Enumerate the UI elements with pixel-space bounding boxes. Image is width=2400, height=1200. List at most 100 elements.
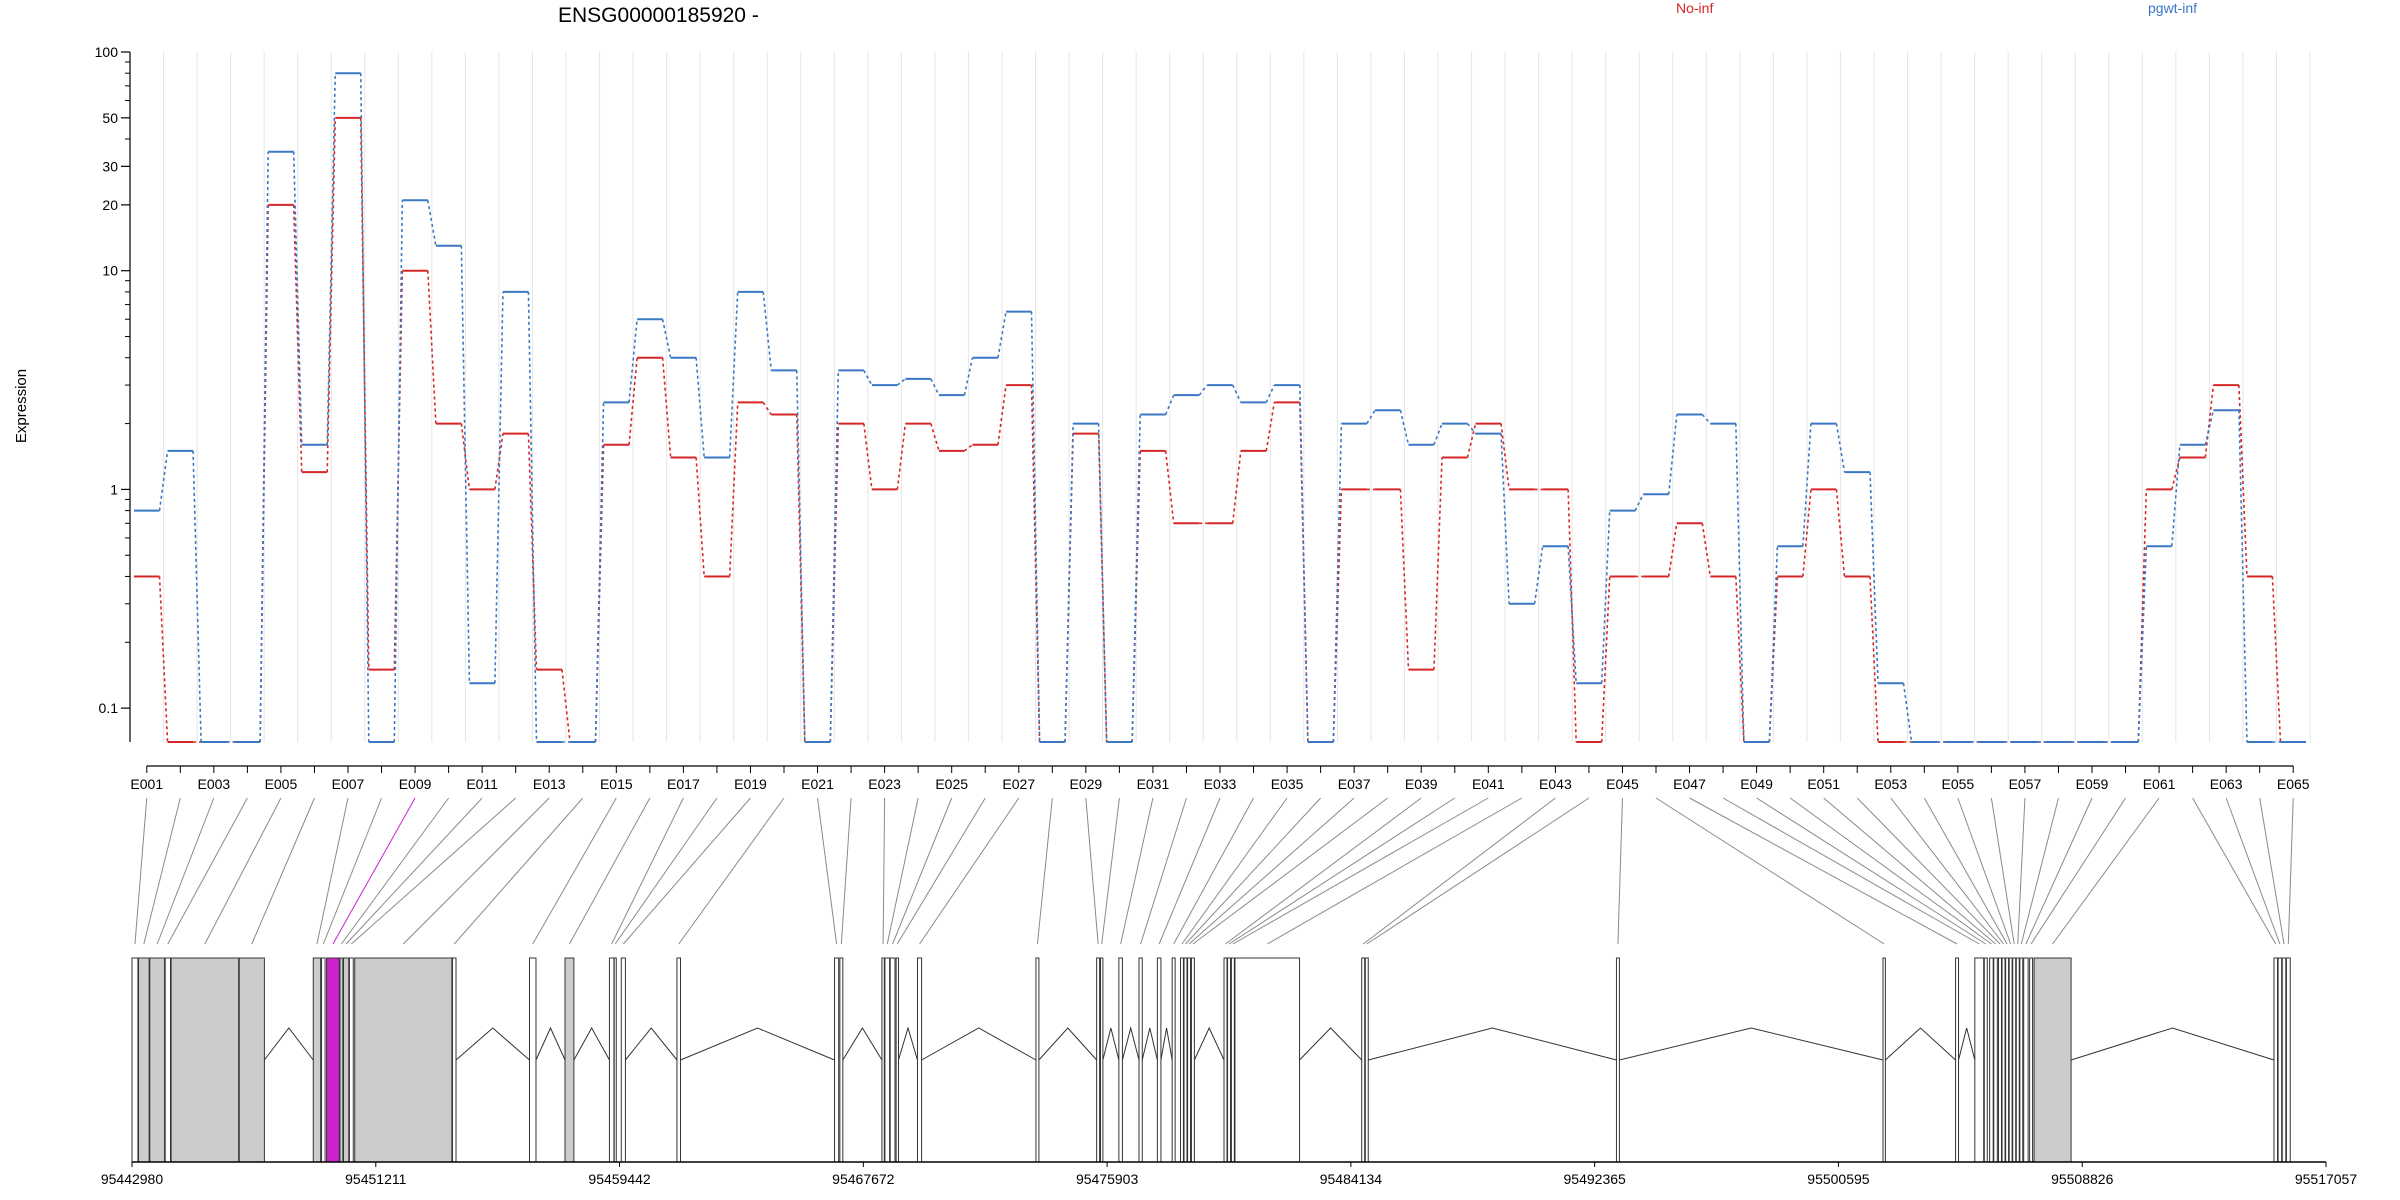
exon-box-e045	[1615, 957, 1620, 1163]
intron-line	[1368, 1027, 1617, 1061]
exon-connector	[167, 797, 248, 945]
value-connector	[695, 357, 705, 458]
value-connector	[930, 423, 940, 452]
exon-connector	[614, 797, 718, 945]
exon-connector	[156, 797, 215, 945]
exon-connector	[1823, 797, 1996, 945]
exon-tick-label: E001	[130, 776, 163, 792]
exon-box-e012	[348, 957, 354, 1163]
exon-connector	[919, 797, 1020, 945]
value-connector	[997, 384, 1007, 445]
value-connector	[393, 200, 404, 743]
exon-box-e047	[1955, 957, 1960, 1163]
value-connector	[863, 423, 873, 490]
series-lines	[134, 72, 2306, 743]
value-connector	[1399, 489, 1410, 670]
exon-tick-label: E063	[2210, 776, 2243, 792]
value-connector	[829, 370, 840, 743]
value-connector	[1332, 423, 1343, 743]
exon-box-e027	[916, 957, 923, 1163]
legend-pgwt-inf: pgwt-inf	[2148, 0, 2197, 16]
exon-box-e056	[2012, 957, 2017, 1163]
value-connector	[1701, 413, 1711, 425]
exon-tick-label: E041	[1472, 776, 1505, 792]
exon-connector	[622, 797, 751, 945]
value-connector	[2204, 384, 2215, 458]
value-connector	[1768, 576, 1779, 743]
value-connector	[1600, 510, 1611, 684]
exon-box-e022	[839, 957, 844, 1163]
exon-connector	[134, 797, 148, 945]
exon-connector	[453, 797, 584, 945]
exon-box-e011	[342, 957, 350, 1163]
exon-tick-label: E009	[399, 776, 432, 792]
exon-box-e057	[2015, 957, 2020, 1163]
exon-box-e061	[2033, 957, 2072, 1163]
intron-line	[1299, 1027, 1363, 1061]
exon-connector	[1789, 797, 1992, 945]
exon-tick-label: E035	[1271, 776, 1304, 792]
value-connector	[326, 117, 337, 473]
exon-box-e030	[1100, 957, 1104, 1163]
exon-connector	[1085, 797, 1099, 945]
intron-line	[1160, 1027, 1173, 1061]
exon-connector	[1617, 797, 1623, 945]
value-connector	[2171, 444, 2181, 547]
intron-line	[1885, 1027, 1956, 1061]
exon-connector	[1173, 797, 1254, 945]
exon-connector	[1192, 797, 1388, 945]
value-connector	[661, 319, 672, 358]
exon-box-e033	[1156, 957, 1162, 1163]
exon-tick-label: E027	[1002, 776, 1035, 792]
intron-line	[1193, 1026, 1225, 1061]
exon-connector	[1101, 797, 1120, 945]
exon-tick-label: E003	[197, 776, 230, 792]
exon-box-e016	[564, 957, 575, 1163]
exon-connector	[1185, 797, 1321, 945]
exon-box-e055	[2008, 957, 2013, 1163]
exon-tick-label: E021	[801, 776, 834, 792]
exon-connector	[350, 797, 517, 945]
exon-box-e034	[1171, 957, 1176, 1163]
genome-tick-label: 95467672	[832, 1171, 895, 1187]
exon-connector	[1655, 797, 1885, 945]
exon-box-e005	[170, 957, 240, 1163]
exon-connector	[1120, 797, 1154, 945]
y-tick-label: 0.1	[99, 700, 119, 716]
exon-box-e053	[2001, 957, 2006, 1163]
y-axis-label: Expression	[13, 369, 30, 443]
exon-tick-label: E037	[1338, 776, 1371, 792]
genome-tick-label: 95508826	[2051, 1171, 2114, 1187]
exon-tick-label: E011	[466, 776, 498, 792]
exon-connector	[892, 797, 953, 945]
gene-model	[131, 957, 2291, 1163]
exon-box-e043	[1361, 957, 1366, 1163]
exon-box-e025	[889, 957, 896, 1163]
exon-box-e029	[1096, 957, 1101, 1163]
exon-box-e003	[149, 957, 166, 1163]
series-pgwt-inf	[134, 72, 2306, 743]
value-connector	[1768, 546, 1779, 743]
value-connector	[1835, 489, 1846, 577]
exon-box-e065	[2285, 957, 2291, 1163]
exon-box-e044	[1364, 957, 1369, 1163]
intron-line	[1038, 1027, 1098, 1061]
exon-tick-label: E017	[667, 776, 700, 792]
value-connector	[494, 291, 504, 684]
value-connector	[1533, 546, 1544, 604]
exon-box-e059	[2023, 957, 2029, 1163]
exon-tick-label: E039	[1405, 776, 1438, 792]
value-connector	[1164, 450, 1175, 524]
exon-box-e049	[1983, 957, 1988, 1163]
value-connector	[158, 576, 169, 743]
exon-box-e064	[2281, 957, 2287, 1163]
exon-connector	[1188, 797, 1355, 945]
exon-connector	[316, 797, 349, 945]
exon-connector	[1366, 797, 1590, 945]
genome-tick-label: 95492365	[1564, 1171, 1627, 1187]
value-connector	[1667, 523, 1678, 577]
exon-connector	[1181, 797, 1288, 945]
intron-line	[625, 1027, 678, 1061]
exon-tick-label: E007	[332, 776, 365, 792]
